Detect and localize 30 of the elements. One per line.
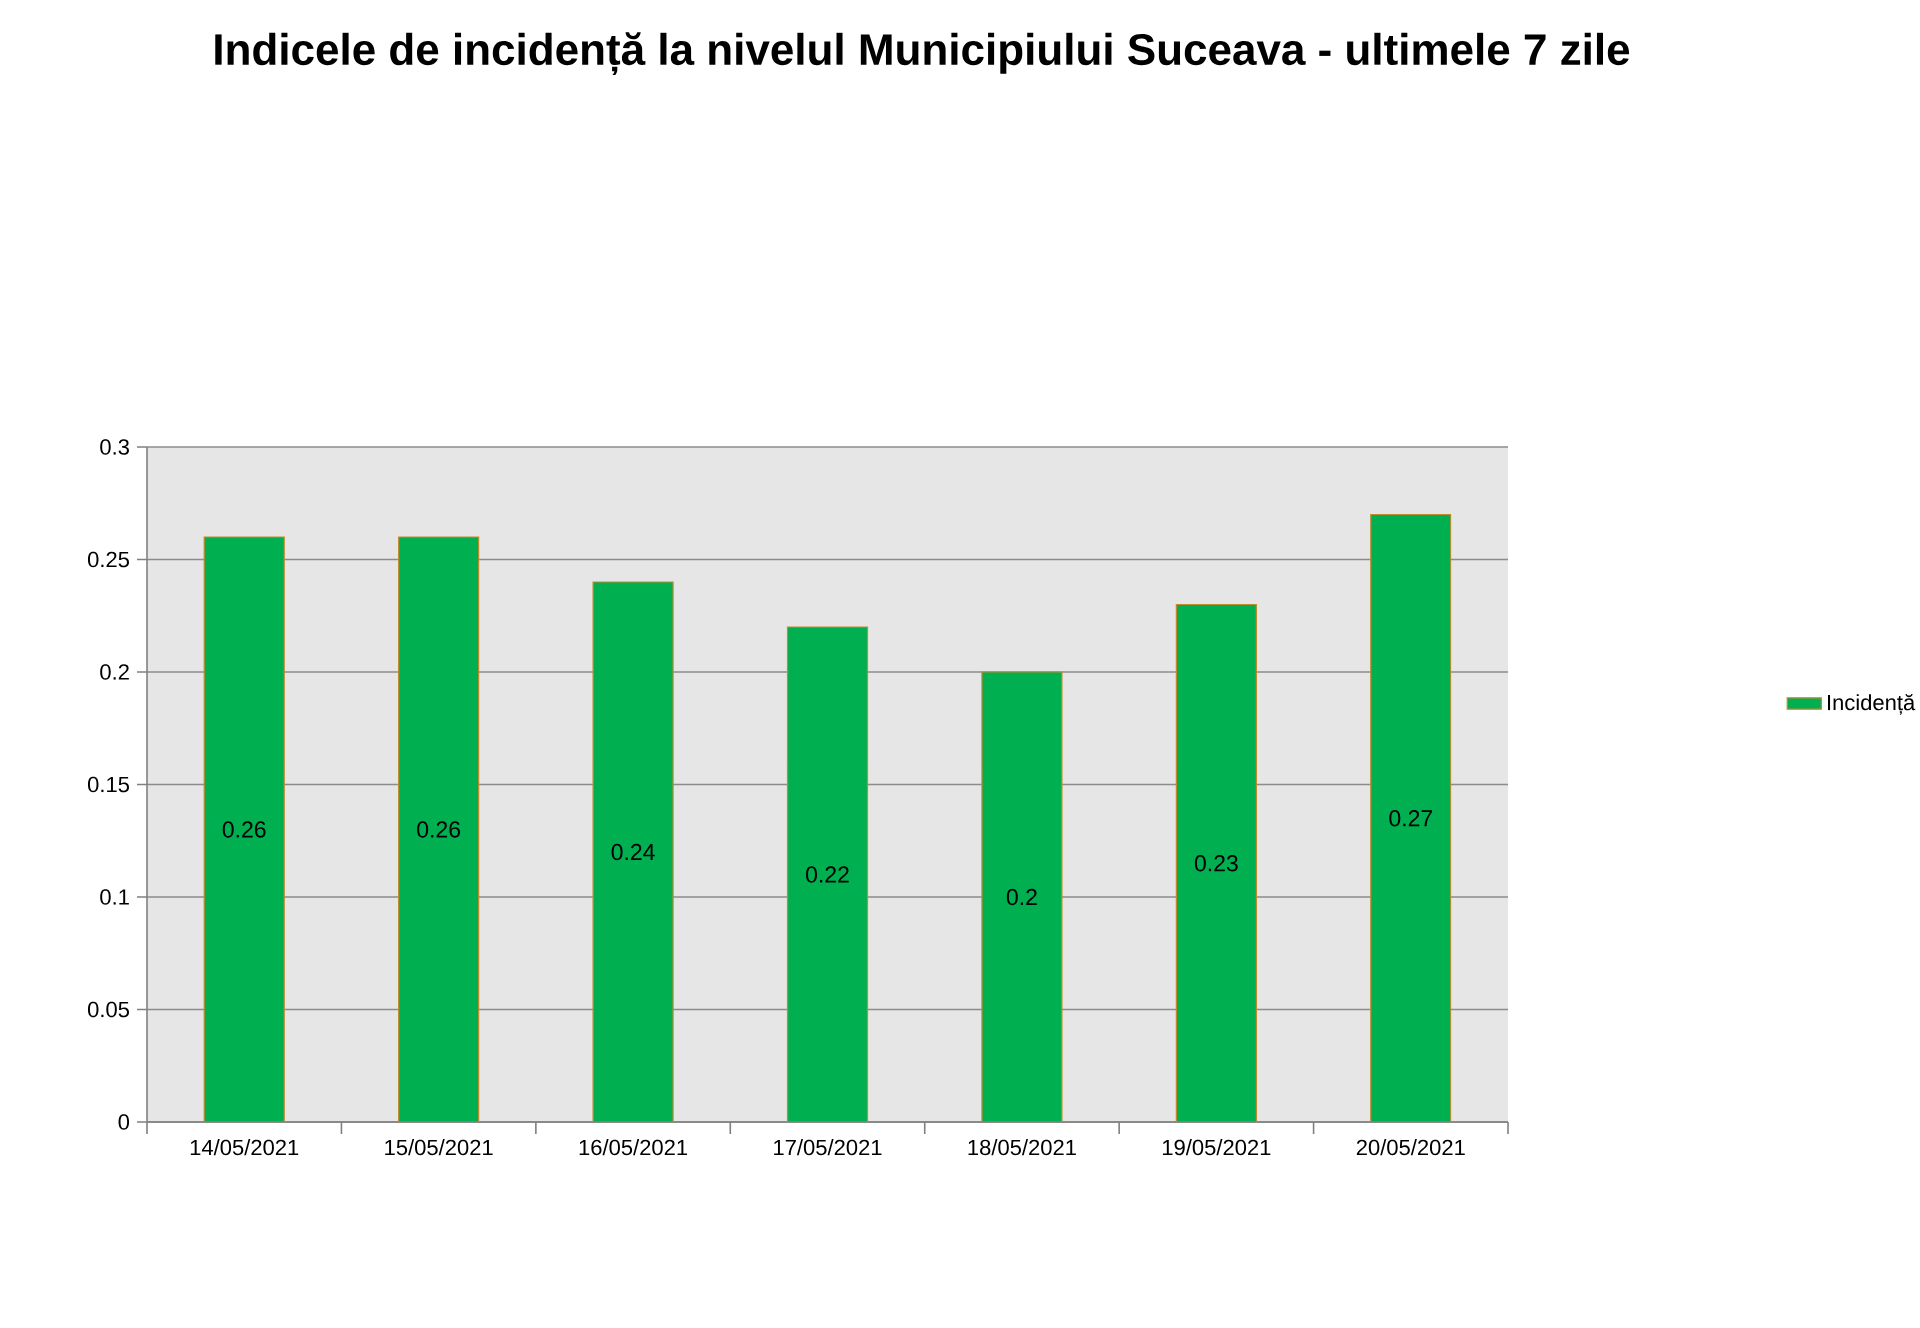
y-tick-label: 0.2 [100, 664, 129, 680]
y-tick-label: 0.25 [87, 551, 129, 568]
bar [1370, 513, 1452, 1122]
chart-title: Indicele de incidență la nivelul Municipiului Suceava - ultimele 7 zile [215, 32, 1630, 75]
bar [203, 536, 285, 1122]
y-tick-label: 0 [118, 1114, 130, 1130]
legend-label: Incidență [1827, 693, 1916, 715]
bar [786, 626, 869, 1122]
data-label: 0.26 [222, 821, 266, 838]
data-label: 0.24 [611, 843, 655, 861]
data-label: 0.2 [1006, 888, 1037, 906]
y-tick-label: 0.1 [100, 889, 129, 905]
x-tick-label: 18/05/2021 [968, 1139, 1076, 1156]
y-tick-label: 0.3 [100, 439, 129, 455]
data-label: 0.26 [417, 821, 460, 838]
y-tick-label: 0.05 [87, 1001, 129, 1018]
bar [1175, 603, 1257, 1122]
x-tick-label: 20/05/2021 [1356, 1139, 1465, 1156]
data-label: 0.23 [1194, 855, 1238, 872]
x-tick-label: 17/05/2021 [774, 1139, 882, 1156]
x-tick-label: 16/05/2021 [579, 1139, 688, 1156]
bar [398, 536, 480, 1122]
x-tick-label: 15/05/2021 [385, 1139, 493, 1156]
x-tick-label: 19/05/2021 [1162, 1139, 1271, 1156]
data-label: 0.22 [806, 866, 849, 883]
bar [981, 671, 1063, 1122]
bar [592, 581, 674, 1122]
y-tick-label: 0.15 [87, 776, 129, 793]
data-label: 0.27 [1389, 810, 1433, 827]
x-tick-label: 14/05/2021 [190, 1139, 299, 1156]
